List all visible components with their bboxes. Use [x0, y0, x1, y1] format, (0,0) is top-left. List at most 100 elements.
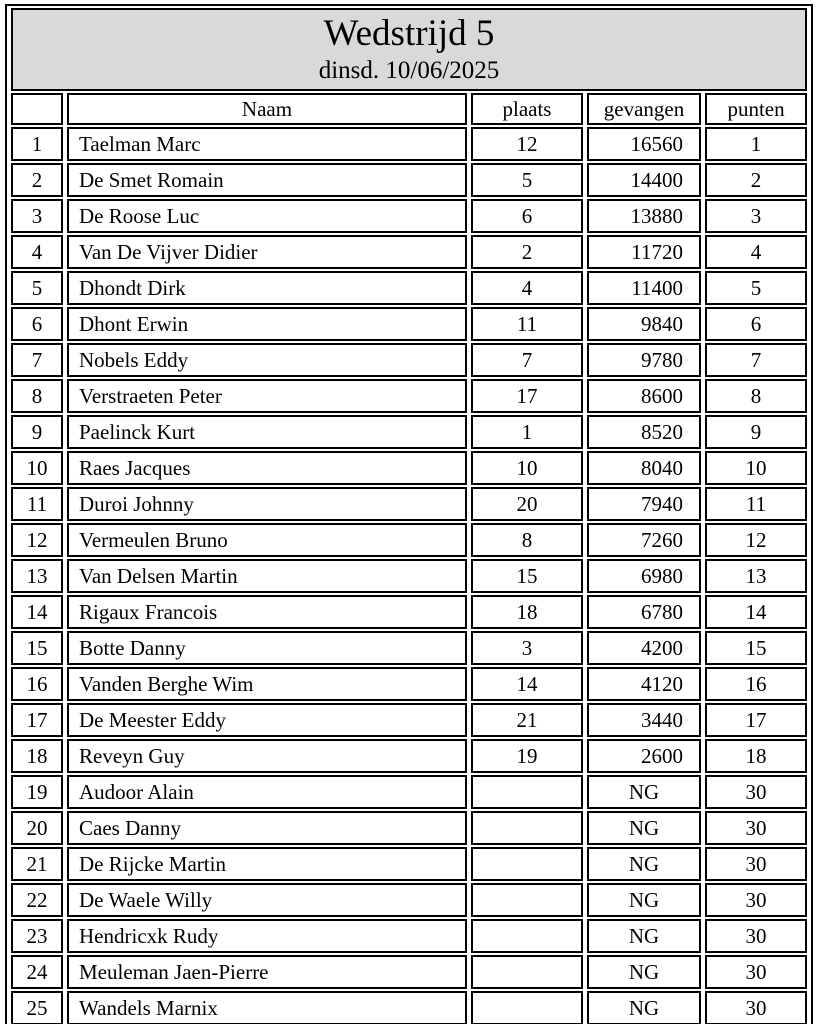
plaats-cell: 19	[471, 739, 583, 773]
title-row: Wedstrijd 5 dinsd. 10/06/2025	[11, 8, 808, 91]
punten-cell: 14	[705, 595, 808, 629]
gevangen-cell: 13880	[587, 199, 701, 233]
naam-cell: Caes Danny	[67, 811, 467, 845]
table-row: 4 Van De Vijver Didier 2 11720 4	[11, 235, 808, 269]
table-row: 9 Paelinck Kurt 1 8520 9	[11, 415, 808, 449]
gevangen-cell: 4120	[587, 667, 701, 701]
table-row: 14 Rigaux Francois 18 6780 14	[11, 595, 808, 629]
gevangen-cell: NG	[587, 991, 701, 1024]
naam-cell: Duroi Johnny	[67, 487, 467, 521]
punten-cell: 13	[705, 559, 808, 593]
gevangen-cell: NG	[587, 775, 701, 809]
punten-cell: 30	[705, 811, 808, 845]
punten-cell: 18	[705, 739, 808, 773]
table-row: 5 Dhondt Dirk 4 11400 5	[11, 271, 808, 305]
plaats-cell: 15	[471, 559, 583, 593]
plaats-cell: 20	[471, 487, 583, 521]
punten-cell: 30	[705, 919, 808, 953]
naam-cell: De Roose Luc	[67, 199, 467, 233]
table-row: 23 Hendricxk Rudy NG 30	[11, 919, 808, 953]
rank-cell: 24	[11, 955, 63, 989]
plaats-cell: 3	[471, 631, 583, 665]
table-row: 10 Raes Jacques 10 8040 10	[11, 451, 808, 485]
column-header-plaats: plaats	[471, 93, 583, 125]
plaats-cell: 4	[471, 271, 583, 305]
gevangen-cell: 8520	[587, 415, 701, 449]
punten-cell: 11	[705, 487, 808, 521]
naam-cell: Raes Jacques	[67, 451, 467, 485]
naam-cell: Van De Vijver Didier	[67, 235, 467, 269]
gevangen-cell: 6780	[587, 595, 701, 629]
punten-cell: 2	[705, 163, 808, 197]
naam-cell: Verstraeten Peter	[67, 379, 467, 413]
table-row: 1 Taelman Marc 12 16560 1	[11, 127, 808, 161]
table-row: 12 Vermeulen Bruno 8 7260 12	[11, 523, 808, 557]
plaats-cell: 12	[471, 127, 583, 161]
plaats-cell: 7	[471, 343, 583, 377]
gevangen-cell: NG	[587, 955, 701, 989]
table-row: 25 Wandels Marnix NG 30	[11, 991, 808, 1024]
gevangen-cell: 9840	[587, 307, 701, 341]
table-row: 6 Dhont Erwin 11 9840 6	[11, 307, 808, 341]
table-row: 3 De Roose Luc 6 13880 3	[11, 199, 808, 233]
punten-cell: 30	[705, 775, 808, 809]
naam-cell: Taelman Marc	[67, 127, 467, 161]
punten-cell: 30	[705, 955, 808, 989]
punten-cell: 8	[705, 379, 808, 413]
rank-cell: 12	[11, 523, 63, 557]
rank-cell: 17	[11, 703, 63, 737]
rank-cell: 4	[11, 235, 63, 269]
gevangen-cell: NG	[587, 883, 701, 917]
rank-cell: 18	[11, 739, 63, 773]
page-subtitle: dinsd. 10/06/2025	[318, 57, 500, 84]
table-row: 22 De Waele Willy NG 30	[11, 883, 808, 917]
punten-cell: 7	[705, 343, 808, 377]
column-header-rank	[11, 93, 63, 125]
plaats-cell	[471, 955, 583, 989]
punten-cell: 15	[705, 631, 808, 665]
rank-cell: 23	[11, 919, 63, 953]
naam-cell: Vermeulen Bruno	[67, 523, 467, 557]
table-row: 7 Nobels Eddy 7 9780 7	[11, 343, 808, 377]
plaats-cell: 21	[471, 703, 583, 737]
punten-cell: 17	[705, 703, 808, 737]
rank-cell: 3	[11, 199, 63, 233]
plaats-cell: 5	[471, 163, 583, 197]
naam-cell: Dhondt Dirk	[67, 271, 467, 305]
plaats-cell: 10	[471, 451, 583, 485]
naam-cell: Meuleman Jaen-Pierre	[67, 955, 467, 989]
naam-cell: Rigaux Francois	[67, 595, 467, 629]
column-header-punten: punten	[705, 93, 808, 125]
punten-cell: 12	[705, 523, 808, 557]
plaats-cell: 18	[471, 595, 583, 629]
naam-cell: Hendricxk Rudy	[67, 919, 467, 953]
table-row: 17 De Meester Eddy 21 3440 17	[11, 703, 808, 737]
gevangen-cell: NG	[587, 811, 701, 845]
table-row: 13 Van Delsen Martin 15 6980 13	[11, 559, 808, 593]
table-row: 11 Duroi Johnny 20 7940 11	[11, 487, 808, 521]
plaats-cell	[471, 775, 583, 809]
rank-cell: 13	[11, 559, 63, 593]
plaats-cell: 6	[471, 199, 583, 233]
naam-cell: De Rijcke Martin	[67, 847, 467, 881]
plaats-cell: 11	[471, 307, 583, 341]
table-row: 19 Audoor Alain NG 30	[11, 775, 808, 809]
table-row: 2 De Smet Romain 5 14400 2	[11, 163, 808, 197]
punten-cell: 30	[705, 991, 808, 1024]
naam-cell: Vanden Berghe Wim	[67, 667, 467, 701]
plaats-cell	[471, 991, 583, 1024]
rank-cell: 16	[11, 667, 63, 701]
gevangen-cell: 7260	[587, 523, 701, 557]
table-row: 21 De Rijcke Martin NG 30	[11, 847, 808, 881]
punten-cell: 5	[705, 271, 808, 305]
punten-cell: 1	[705, 127, 808, 161]
gevangen-cell: 7940	[587, 487, 701, 521]
table-row: 8 Verstraeten Peter 17 8600 8	[11, 379, 808, 413]
rank-cell: 8	[11, 379, 63, 413]
rank-cell: 20	[11, 811, 63, 845]
rank-cell: 7	[11, 343, 63, 377]
gevangen-cell: 4200	[587, 631, 701, 665]
naam-cell: Wandels Marnix	[67, 991, 467, 1024]
plaats-cell: 1	[471, 415, 583, 449]
